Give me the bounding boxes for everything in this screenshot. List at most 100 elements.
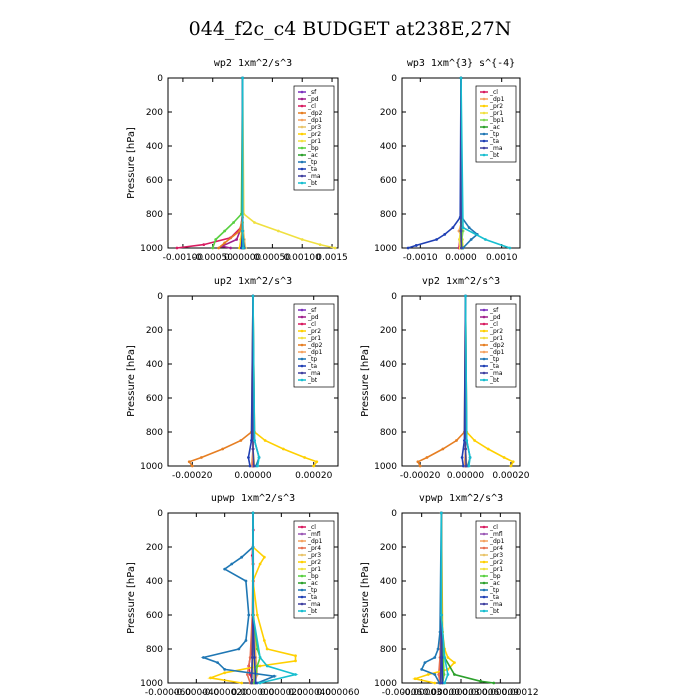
legend-label: _ta bbox=[489, 138, 499, 145]
series-point-tp bbox=[433, 673, 437, 676]
series-point-bt bbox=[439, 511, 443, 515]
series-point-bt bbox=[257, 456, 261, 459]
series-line-bt bbox=[252, 513, 299, 684]
series-point-pr2 bbox=[473, 439, 477, 442]
legend-label: _pr4 bbox=[489, 545, 503, 552]
series-point-ma bbox=[460, 246, 463, 250]
series-point-dp2 bbox=[239, 439, 243, 442]
legend-marker bbox=[482, 322, 486, 326]
legend-label: _tp bbox=[489, 587, 499, 594]
series-point-tp bbox=[420, 668, 424, 671]
series-point-pr2 bbox=[262, 639, 266, 642]
legend-label: _pd bbox=[489, 314, 501, 321]
y-tick-label: 1000 bbox=[140, 462, 163, 472]
legend-marker bbox=[300, 104, 304, 108]
legend-marker bbox=[300, 146, 304, 150]
y-tick-label: 0 bbox=[157, 292, 163, 302]
series-point-pr2 bbox=[281, 447, 285, 451]
x-tick-label: 0.0010 bbox=[486, 253, 518, 263]
legend-label: _cl bbox=[489, 89, 498, 96]
series-point-dp2 bbox=[221, 447, 225, 451]
series-point-pr2 bbox=[262, 555, 266, 559]
legend-marker bbox=[482, 357, 486, 361]
series-point-bt bbox=[251, 613, 255, 617]
legend-label: _dp1 bbox=[307, 538, 323, 545]
legend-marker bbox=[300, 532, 304, 536]
series-point-dp2 bbox=[223, 241, 227, 245]
legend-label: _bt bbox=[307, 377, 318, 384]
legend-marker bbox=[300, 322, 304, 326]
legend-label: _bt bbox=[307, 608, 318, 615]
legend-label: _sf bbox=[307, 307, 317, 314]
chart-title: wp3 1xm^{3} s^{-4} bbox=[407, 58, 515, 69]
y-tick-label: 600 bbox=[146, 611, 163, 621]
plot-frame bbox=[401, 295, 521, 467]
legend-marker bbox=[300, 181, 304, 185]
x-tick-label: -0.00020 bbox=[400, 471, 441, 481]
series-point-bt bbox=[443, 656, 447, 659]
legend-marker bbox=[482, 595, 486, 599]
legend-label: _ta bbox=[307, 363, 317, 370]
y-tick-label: 200 bbox=[146, 108, 163, 118]
legend-label: _ta bbox=[307, 594, 317, 601]
legend-marker bbox=[300, 378, 304, 382]
series-point-bt bbox=[258, 656, 262, 659]
series-point-ma bbox=[439, 656, 443, 659]
series-point-ta bbox=[414, 244, 418, 247]
legend-label: _bt bbox=[489, 608, 500, 615]
legend-marker bbox=[482, 308, 486, 312]
legend-marker bbox=[300, 315, 304, 319]
y-tick-label: 200 bbox=[146, 326, 163, 336]
legend-marker bbox=[300, 174, 304, 178]
legend-marker bbox=[482, 546, 486, 550]
legend-label: _pr3 bbox=[307, 124, 321, 131]
x-tick-label: 0.00000 bbox=[423, 688, 460, 698]
series-point-ma bbox=[439, 681, 443, 685]
series-point-bt bbox=[265, 664, 269, 668]
y-tick-label: 1000 bbox=[140, 244, 163, 254]
legend-label: _bp bbox=[489, 573, 501, 580]
series-point-pr2 bbox=[413, 677, 417, 681]
legend-marker bbox=[482, 315, 486, 319]
legend-marker bbox=[482, 378, 486, 382]
y-tick-label: 800 bbox=[146, 645, 163, 655]
legend-marker bbox=[482, 132, 486, 136]
legend-marker bbox=[482, 118, 486, 122]
legend-label: _dp1 bbox=[489, 538, 505, 545]
legend-marker bbox=[482, 139, 486, 143]
series-point-pr2 bbox=[426, 673, 430, 676]
series-point-dp2 bbox=[416, 460, 420, 464]
y-tick-label: 0 bbox=[391, 509, 397, 519]
series-point-bp1 bbox=[461, 229, 465, 233]
chart-panel-6: vpwp 1xm^2/s^3 0 200 400 600 800 1000-0.00006-… bbox=[360, 493, 539, 698]
x-tick-label: 0.00020 bbox=[492, 471, 529, 481]
series-point-bt bbox=[294, 673, 297, 676]
series-line-pd bbox=[219, 78, 244, 249]
legend-marker bbox=[482, 350, 486, 354]
series-point-bt bbox=[459, 76, 463, 80]
legend-marker bbox=[482, 567, 486, 571]
chart-panel-4: vp2 1xm^2/s^3 0 200 400 600 800 1000-0.00020 0.… bbox=[360, 276, 530, 481]
series-point-bp bbox=[223, 229, 227, 233]
series-point-ma bbox=[250, 681, 253, 685]
series-point-pr2 bbox=[258, 562, 262, 566]
legend-label: _tp bbox=[307, 356, 317, 363]
series-line-tp bbox=[200, 513, 278, 684]
legend-marker bbox=[300, 588, 304, 592]
series-point-tp bbox=[223, 668, 227, 671]
legend-label: _cl bbox=[307, 321, 316, 328]
series-point-dp2 bbox=[425, 456, 429, 459]
series-line-dp2 bbox=[218, 78, 244, 249]
legend-label: _ta bbox=[307, 166, 317, 173]
series-point-pr1 bbox=[276, 229, 280, 233]
legend-label: _pr1 bbox=[489, 110, 503, 117]
legend-label: _pr2 bbox=[307, 328, 321, 335]
series-point-bt bbox=[443, 681, 447, 685]
series-point-bt bbox=[241, 229, 244, 233]
legend-label: _pd bbox=[307, 96, 319, 103]
legend-marker bbox=[300, 118, 304, 122]
series-point-pr2 bbox=[294, 654, 297, 658]
legend-label: _bp1 bbox=[489, 117, 505, 124]
series-point-tp bbox=[244, 579, 248, 583]
series-point-tp bbox=[272, 674, 276, 678]
